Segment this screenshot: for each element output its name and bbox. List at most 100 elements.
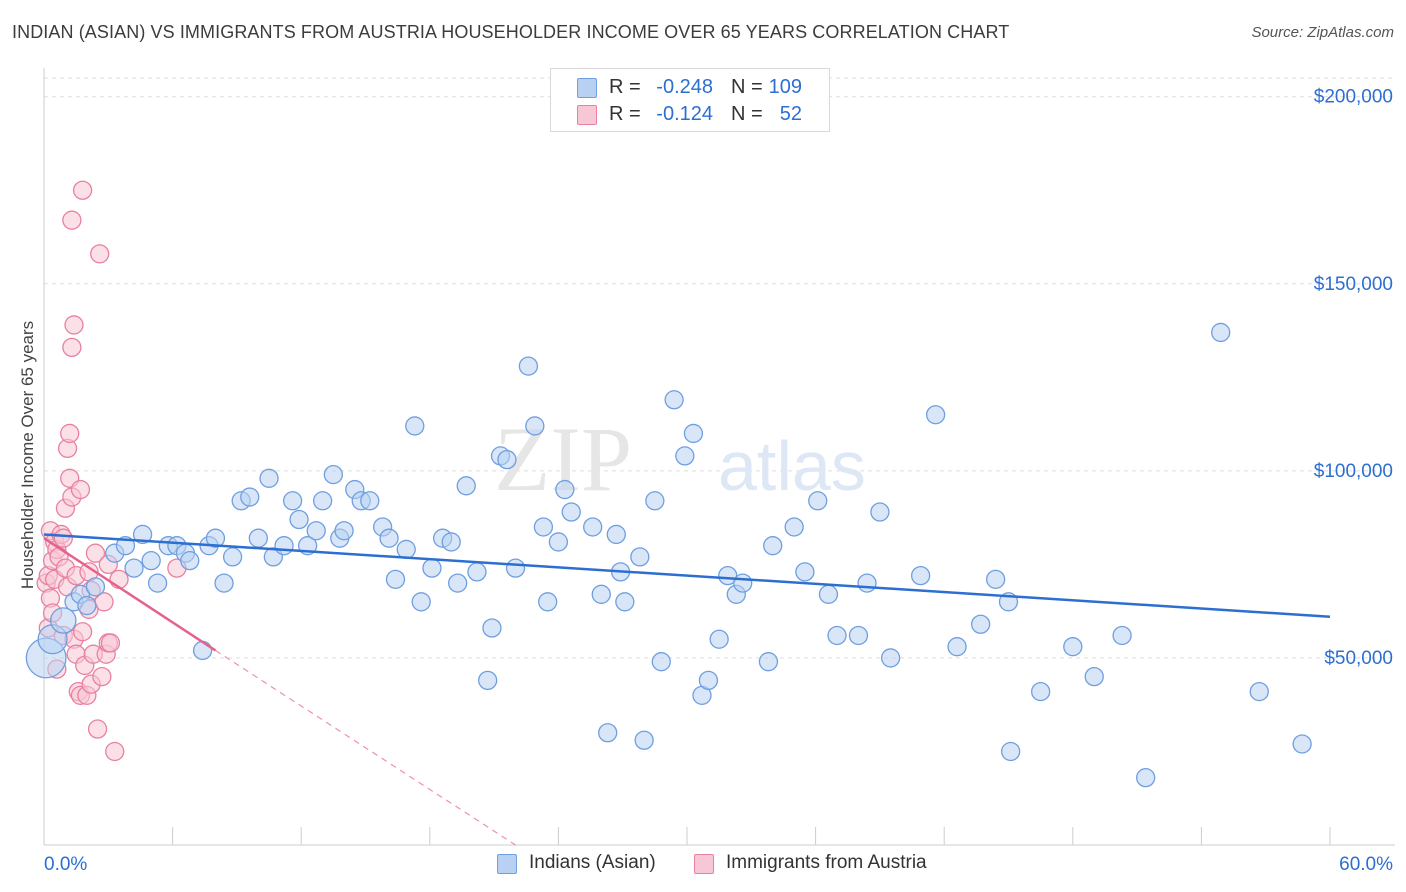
y-tick-label: $50,000 xyxy=(1324,648,1393,669)
point-indians-asian xyxy=(274,536,294,556)
r-label: R = xyxy=(609,103,641,125)
y-tick-label: $200,000 xyxy=(1314,87,1393,108)
stats-box: R = -0.248 N = 109 R = -0.124 N = 52 xyxy=(550,68,830,132)
point-indians-asian xyxy=(1292,734,1312,754)
point-indians-asian xyxy=(306,521,326,541)
point-indians-asian xyxy=(222,547,243,567)
point-indians-asian xyxy=(396,539,416,560)
point-indians-asian xyxy=(651,652,671,672)
stats-row-austria: R = -0.124 N = 52 xyxy=(551,100,829,128)
point-indians-asian xyxy=(448,573,468,593)
point-indians-asian xyxy=(478,670,498,691)
point-immigrants-from-austria xyxy=(53,528,73,548)
legend-label: Indians (Asian) xyxy=(529,852,656,873)
point-indians-asian xyxy=(925,405,946,425)
point-indians-asian xyxy=(561,502,581,522)
r-label: R = xyxy=(609,76,641,98)
point-indians-asian xyxy=(645,491,665,511)
point-indians-asian xyxy=(1000,741,1021,762)
n-label: N = xyxy=(731,76,763,98)
point-indians-asian xyxy=(848,625,869,646)
point-indians-asian xyxy=(870,502,890,522)
point-indians-asian xyxy=(698,670,719,691)
source-credit: Source: ZipAtlas.com xyxy=(1251,24,1394,41)
point-immigrants-from-austria xyxy=(100,633,121,653)
axes xyxy=(43,68,1395,846)
trend-lines xyxy=(43,533,1331,846)
point-indians-asian xyxy=(910,565,931,586)
point-indians-asian xyxy=(180,550,200,571)
point-indians-asian xyxy=(282,491,303,511)
point-indians-asian xyxy=(808,491,828,511)
point-indians-asian xyxy=(240,487,260,507)
point-immigrants-from-austria xyxy=(105,741,125,762)
point-indians-asian xyxy=(422,558,442,578)
tick-labels: $50,000 $100,000 $150,000 $200,000 0.0% 60.0% xyxy=(44,87,1393,875)
point-indians-asian xyxy=(1031,681,1051,702)
point-indians-asian xyxy=(497,449,517,470)
chart-title: INDIAN (ASIAN) VS IMMIGRANTS FROM AUSTRI… xyxy=(12,22,1010,42)
point-indians-asian xyxy=(518,356,539,376)
point-indians-asian xyxy=(334,521,354,541)
point-indians-asian xyxy=(548,532,569,552)
y-tick-label: $100,000 xyxy=(1314,461,1393,482)
trend-line-indians-asian xyxy=(43,533,1331,619)
point-immigrants-from-austria xyxy=(72,180,93,200)
point-indians-asian xyxy=(985,569,1006,590)
point-indians-asian xyxy=(818,584,839,604)
point-immigrants-from-austria xyxy=(90,244,110,264)
point-indians-asian xyxy=(1249,681,1269,702)
point-indians-asian xyxy=(683,423,704,444)
n-value: 109 xyxy=(768,76,802,98)
point-indians-asian xyxy=(1211,322,1231,343)
point-indians-asian xyxy=(1136,768,1156,788)
r-value: -0.124 xyxy=(656,103,713,125)
point-indians-asian xyxy=(634,730,654,750)
point-indians-asian xyxy=(379,528,399,548)
point-indians-asian xyxy=(538,592,558,612)
point-indians-asian xyxy=(880,648,901,668)
point-indians-asian xyxy=(947,637,967,657)
point-indians-asian xyxy=(1063,637,1083,657)
point-immigrants-from-austria xyxy=(64,315,84,335)
point-indians-asian xyxy=(763,536,783,556)
x-tick-label: 60.0% xyxy=(1339,854,1393,875)
point-indians-asian xyxy=(555,479,575,500)
point-immigrants-from-austria xyxy=(92,666,112,687)
point-indians-asian xyxy=(525,416,545,436)
point-indians-asian xyxy=(141,550,161,571)
point-immigrants-from-austria xyxy=(87,719,108,739)
point-indians-asian xyxy=(1084,666,1104,687)
legend-label: Immigrants from Austria xyxy=(726,852,927,873)
series-indians-asian-points xyxy=(25,322,1312,788)
blue-swatch-icon xyxy=(577,78,597,98)
point-indians-asian xyxy=(441,532,461,552)
n-label: N = xyxy=(731,103,763,125)
point-indians-asian xyxy=(795,562,815,582)
x-tick-label: 0.0% xyxy=(44,854,87,875)
point-indians-asian xyxy=(132,524,153,545)
point-immigrants-from-austria xyxy=(85,543,106,563)
y-tick-label: $150,000 xyxy=(1314,274,1393,295)
point-indians-asian xyxy=(312,491,333,511)
point-indians-asian xyxy=(323,464,344,485)
point-indians-asian xyxy=(758,652,779,672)
point-indians-asian xyxy=(827,625,847,646)
stats-row-indians: R = -0.248 N = 109 xyxy=(551,73,829,101)
point-indians-asian xyxy=(467,562,487,582)
watermark-atlas: atlas xyxy=(718,427,866,505)
point-indians-asian xyxy=(630,547,650,567)
pink-swatch-icon xyxy=(577,105,597,125)
point-indians-asian xyxy=(214,573,234,593)
point-indians-asian xyxy=(411,592,431,612)
point-immigrants-from-austria xyxy=(62,210,82,230)
point-immigrants-from-austria xyxy=(109,569,129,590)
point-indians-asian xyxy=(664,390,684,410)
point-immigrants-from-austria xyxy=(60,423,80,444)
blue-swatch-icon xyxy=(497,854,517,874)
point-indians-asian xyxy=(192,640,213,661)
series-immigrants-from-austria-points xyxy=(36,180,187,762)
point-indians-asian xyxy=(675,446,695,466)
point-indians-asian xyxy=(970,614,991,634)
point-indians-asian xyxy=(456,476,476,496)
